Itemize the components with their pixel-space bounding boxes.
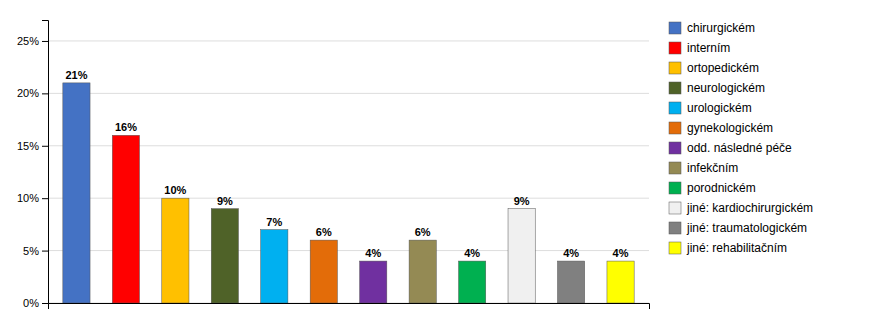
grid-line — [48, 40, 649, 41]
y-tick-mark — [42, 303, 48, 304]
data-label: 6% — [415, 226, 431, 238]
y-tick-label: 10% — [17, 192, 39, 204]
grid — [48, 41, 649, 303]
legend-swatch — [669, 142, 681, 154]
legend-label: urologickém — [687, 101, 752, 115]
legend-swatch — [669, 42, 681, 54]
legend-item: urologickém — [669, 101, 752, 115]
legend-swatch — [669, 62, 681, 74]
legend-swatch — [669, 102, 681, 114]
bar — [112, 135, 139, 303]
y-tick-label: 0% — [23, 297, 39, 309]
y-tick: 5% — [23, 245, 48, 257]
legend-label: jiné: rehabilitačním — [686, 241, 787, 255]
data-labels: 21% 16% 10% 9% 7% 6% 4% 6% 4% 9% 4% 4% — [65, 69, 628, 259]
x-axis-line — [49, 304, 650, 310]
y-tick-mark — [42, 93, 48, 94]
bar — [211, 209, 238, 303]
legend-swatch — [669, 222, 681, 234]
y-tick-mark — [42, 146, 48, 147]
bar — [261, 230, 288, 303]
data-label: 4% — [365, 247, 381, 259]
legend-label: odd. následné péče — [687, 141, 792, 155]
legend-item: jiné: kardiochirurgickém — [669, 201, 813, 215]
legend: chirurgickém interním ortopedickém neurolog… — [669, 21, 813, 255]
legend-item: chirurgickém — [669, 21, 755, 35]
legend-item: interním — [669, 41, 730, 55]
bar — [162, 198, 189, 303]
bar — [310, 240, 337, 303]
legend-label: ortopedickém — [687, 61, 759, 75]
data-label: 9% — [514, 195, 530, 207]
y-tick: 20% — [17, 87, 48, 99]
legend-label: neurologickém — [687, 81, 765, 95]
legend-item: infekčním — [669, 161, 738, 175]
bar — [459, 261, 486, 303]
y-tick-mark — [42, 198, 48, 199]
legend-label: jiné: kardiochirurgickém — [686, 201, 813, 215]
x-axis — [49, 304, 650, 310]
y-tick-mark — [42, 41, 48, 42]
y-tick-label: 20% — [17, 87, 39, 99]
legend-item: jiné: traumatologickém — [669, 221, 807, 235]
y-axis-line — [42, 21, 49, 304]
bar — [557, 261, 584, 303]
legend-label: porodnickém — [687, 181, 756, 195]
legend-swatch — [669, 82, 681, 94]
legend-swatch — [669, 122, 681, 134]
y-tick: 15% — [17, 140, 48, 152]
legend-item: porodnickém — [669, 181, 756, 195]
y-tick-label: 15% — [17, 140, 39, 152]
plot: 0% 5% 10% 15% 20% 25% 21% 16% 10% 9% 7% 6% 4% 6% 4% 9% 4… — [17, 21, 650, 310]
y-tick-mark — [42, 251, 48, 252]
legend-item: ortopedickém — [669, 61, 759, 75]
y-tick: 0% — [23, 297, 48, 309]
legend-item: neurologickém — [669, 81, 765, 95]
legend-swatch — [669, 202, 681, 214]
data-label: 21% — [65, 69, 87, 81]
data-label: 7% — [266, 216, 282, 228]
data-label: 10% — [164, 184, 186, 196]
legend-swatch — [669, 242, 681, 254]
legend-item: jiné: rehabilitačním — [669, 241, 787, 255]
y-tick: 10% — [17, 192, 48, 204]
grid-line — [48, 93, 649, 94]
chart: 0% 5% 10% 15% 20% 25% 21% 16% 10% 9% 7% 6% 4% 6% 4% 9% 4… — [0, 0, 884, 319]
data-label: 6% — [316, 226, 332, 238]
legend-label: infekčním — [687, 161, 738, 175]
bar — [409, 240, 436, 303]
bar — [607, 261, 634, 303]
legend-swatch — [669, 182, 681, 194]
legend-item: gynekologickém — [669, 121, 773, 135]
legend-swatch — [669, 162, 681, 174]
bar — [360, 261, 387, 303]
y-tick-label: 25% — [17, 35, 39, 47]
legend-label: gynekologickém — [687, 121, 773, 135]
y-axis: 0% 5% 10% 15% 20% 25% — [17, 21, 49, 310]
data-label: 16% — [115, 121, 137, 133]
y-tick-label: 5% — [23, 245, 39, 257]
legend-item: odd. následné péče — [669, 141, 792, 155]
data-label: 4% — [563, 247, 579, 259]
data-label: 4% — [464, 247, 480, 259]
bar — [508, 209, 535, 303]
legend-label: interním — [687, 41, 730, 55]
y-tick: 25% — [17, 35, 48, 47]
data-label: 4% — [613, 247, 629, 259]
legend-label: chirurgickém — [687, 21, 755, 35]
legend-swatch — [669, 22, 681, 34]
legend-label: jiné: traumatologickém — [686, 221, 807, 235]
bars — [63, 83, 634, 303]
bar — [63, 83, 90, 303]
data-label: 9% — [217, 195, 233, 207]
